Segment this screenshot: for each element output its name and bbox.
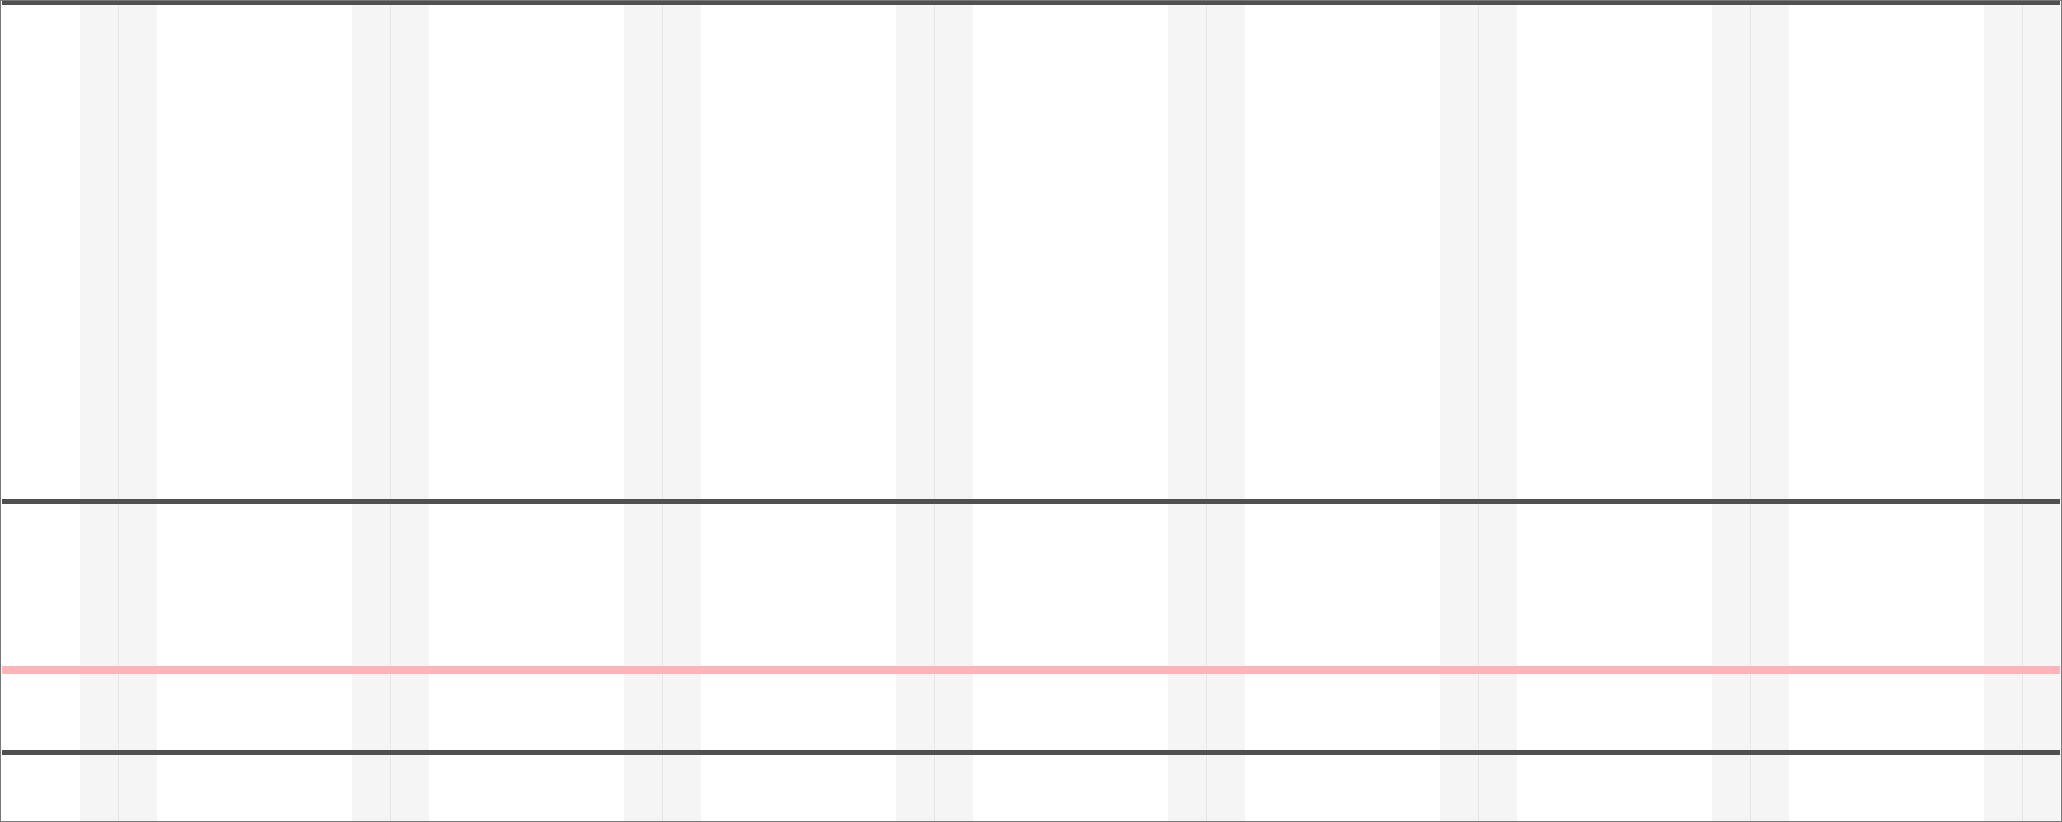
column-shade bbox=[1168, 0, 1206, 822]
reference-line bbox=[2, 666, 2060, 674]
column-separator bbox=[1478, 0, 1479, 822]
column-separator bbox=[2022, 0, 2023, 822]
column-shade bbox=[1751, 0, 1789, 822]
top-divider bbox=[2, 0, 2060, 5]
column-shade bbox=[663, 0, 701, 822]
column-shade bbox=[1207, 0, 1245, 822]
column-shade bbox=[896, 0, 934, 822]
column-separator bbox=[934, 0, 935, 822]
column-shade bbox=[1712, 0, 1750, 822]
column-shade bbox=[391, 0, 429, 822]
column-shade bbox=[1984, 0, 2022, 822]
column-separator bbox=[662, 0, 663, 822]
column-shade bbox=[80, 0, 118, 822]
column-shade bbox=[624, 0, 662, 822]
column-separator bbox=[390, 0, 391, 822]
column-separator bbox=[1750, 0, 1751, 822]
column-separator bbox=[118, 0, 119, 822]
column-shade bbox=[2023, 0, 2060, 822]
column-shade bbox=[352, 0, 390, 822]
column-shade bbox=[1440, 0, 1478, 822]
column-separator bbox=[1206, 0, 1207, 822]
panel-divider-upper bbox=[2, 499, 2060, 504]
column-shade bbox=[1479, 0, 1517, 822]
panel-divider-lower bbox=[2, 750, 2060, 755]
column-shade bbox=[935, 0, 973, 822]
column-shade bbox=[119, 0, 157, 822]
